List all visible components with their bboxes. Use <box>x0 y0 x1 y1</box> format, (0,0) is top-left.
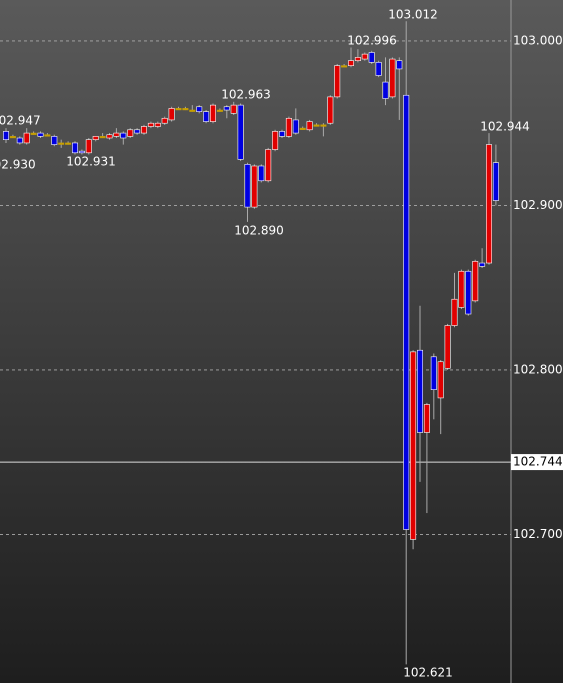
candle-body <box>403 94 410 530</box>
candle-body <box>168 108 175 121</box>
candle-body <box>141 126 148 134</box>
candle-body <box>341 65 348 68</box>
candle-body <box>472 261 479 302</box>
candle-body <box>175 108 182 111</box>
candle-body <box>306 121 313 131</box>
candle-body <box>51 136 58 145</box>
candle-body <box>251 165 258 208</box>
candle-body <box>72 142 79 154</box>
last-price-box <box>511 454 563 471</box>
annotation: 102.944 <box>480 120 530 134</box>
y-tick-label: 102.900 <box>513 198 563 212</box>
candle-body <box>320 124 327 127</box>
annotation: 102.930 <box>0 158 36 172</box>
candle-body <box>347 60 354 66</box>
candle-body <box>292 119 299 134</box>
candle-body <box>382 81 389 99</box>
candle-body <box>272 131 279 150</box>
annotation: 102.890 <box>234 224 284 238</box>
candle-body <box>189 109 196 112</box>
candle-body <box>458 270 465 308</box>
candle-body <box>9 136 16 139</box>
candle-body <box>416 349 423 433</box>
candle-body <box>30 132 37 135</box>
candle-body <box>485 144 492 264</box>
candle-body <box>396 60 403 70</box>
candle-body <box>134 129 141 134</box>
candle-body <box>99 136 106 139</box>
candle-body <box>423 404 430 433</box>
y-tick-label: 102.800 <box>513 362 563 376</box>
annotation: 102.963 <box>221 88 271 102</box>
candle-body <box>265 149 272 182</box>
candle-body <box>258 165 265 182</box>
candle-body <box>354 57 361 62</box>
candle-body <box>237 104 244 160</box>
candle-body <box>2 131 10 140</box>
candle-body <box>437 361 444 399</box>
candle-body <box>368 52 375 63</box>
y-tick-label: 102.700 <box>513 527 563 541</box>
candle-body <box>65 142 72 145</box>
candle-body <box>451 298 458 326</box>
candle-body <box>210 104 217 122</box>
candle-body <box>113 132 120 137</box>
candle-body <box>182 108 189 111</box>
candle-body <box>444 325 451 369</box>
candle-body <box>147 122 154 127</box>
candle-body <box>375 62 382 76</box>
candle-body <box>410 351 417 540</box>
candle-body <box>37 132 44 137</box>
candle-body <box>389 58 396 98</box>
candle-body <box>161 117 168 124</box>
last-price-label: 102.744 <box>513 455 563 469</box>
candle-body <box>244 164 251 208</box>
candle-body <box>492 162 499 201</box>
candle-body <box>16 137 23 144</box>
annotation: 102.621 <box>403 666 453 680</box>
candle-body <box>58 142 65 145</box>
candle-body <box>230 104 237 114</box>
candle-body <box>361 53 368 60</box>
candle-body <box>216 109 223 112</box>
annotation: 102.931 <box>66 155 116 169</box>
annotation: 102.947 <box>0 114 41 128</box>
candle-body <box>154 122 161 127</box>
candle-body <box>313 124 320 127</box>
candle-body <box>203 111 210 122</box>
candle-body <box>106 134 113 139</box>
annotation: 103.012 <box>388 8 438 22</box>
annotation: 102.996 <box>347 34 397 48</box>
y-tick-label: 103.000 <box>513 33 563 47</box>
candle-body <box>85 139 92 154</box>
candle-body <box>278 131 285 137</box>
candle-body <box>430 356 437 390</box>
candle-body <box>23 132 30 144</box>
candle-body <box>120 132 127 139</box>
candle-body <box>92 136 99 140</box>
candle-body <box>299 127 306 130</box>
candle-body <box>44 134 51 137</box>
candle-body <box>127 129 134 137</box>
candle-body <box>196 106 203 112</box>
candle-body <box>223 106 230 111</box>
candle-body <box>78 150 85 154</box>
candle-body <box>285 117 292 137</box>
candle-body <box>465 270 472 315</box>
candle-body <box>334 65 341 98</box>
candle-body <box>327 96 334 124</box>
candle-body <box>479 262 486 267</box>
